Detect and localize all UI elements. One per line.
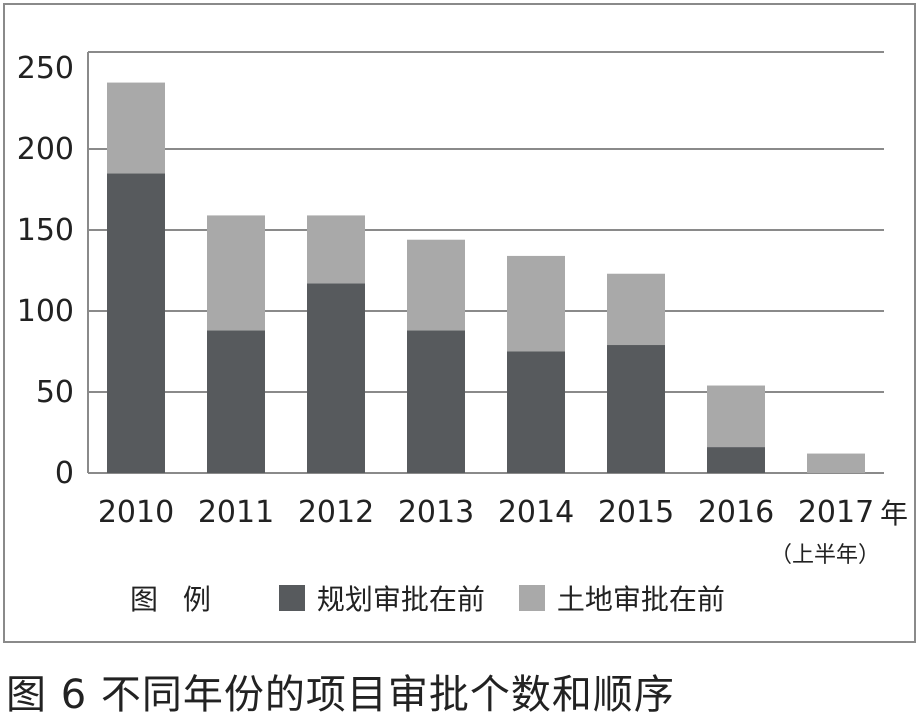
bar-segment-planning-2011 <box>207 330 265 473</box>
y-tick-label: 100 <box>17 294 74 329</box>
y-tick-label: 50 <box>36 375 74 410</box>
bar-segment-land-2017 <box>807 453 865 473</box>
x-tick-label: 2013 <box>398 495 474 530</box>
legend-swatch-planning <box>278 585 305 611</box>
bar-segment-land-2014 <box>507 255 565 352</box>
x-tick-label: 2010 <box>98 495 174 530</box>
y-tick-labels: 0 50 100 150 200 250 <box>17 51 74 491</box>
bar-segment-planning-2015 <box>607 345 665 473</box>
legend-swatch-land <box>518 585 545 611</box>
bar-segment-land-2012 <box>307 215 365 284</box>
x-tick-label: 2012 <box>298 495 374 530</box>
legend-item-land: 土地审批在前 <box>518 578 725 618</box>
x-unit-label: 年 <box>880 497 909 530</box>
bar-segment-land-2016 <box>707 385 765 448</box>
x-tick-label: 2014 <box>498 495 574 530</box>
bar-segment-land-2010 <box>107 82 165 174</box>
y-tick-label: 150 <box>17 213 74 248</box>
y-tick-label: 200 <box>17 132 74 167</box>
bars <box>107 82 865 474</box>
bar-segment-planning-2012 <box>307 283 365 473</box>
bar-segment-planning-2014 <box>507 351 565 473</box>
figure-caption: 图 6 不同年份的项目审批个数和顺序 <box>6 672 675 718</box>
x-tick-label: 2011 <box>198 495 274 530</box>
bar-segment-planning-2013 <box>407 330 465 473</box>
legend-title: 图 例 <box>130 583 219 616</box>
x-tick-labels: 2010 2011 2012 2013 2014 2015 2016 2017 <box>98 495 874 530</box>
y-tick-label: 250 <box>17 51 74 86</box>
legend-label-planning: 规划审批在前 <box>316 583 485 616</box>
bar-segment-planning-2010 <box>107 173 165 474</box>
legend-item-planning: 规划审批在前 <box>278 578 485 618</box>
legend: 图 例 规划审批在前 土地审批在前 <box>130 578 759 618</box>
bar-segment-land-2011 <box>207 215 265 331</box>
x-tick-label: 2017 <box>798 495 874 530</box>
x-category-note: （上半年） <box>770 543 881 568</box>
x-tick-label: 2015 <box>598 495 674 530</box>
bar-segment-land-2015 <box>607 273 665 346</box>
x-tick-label: 2016 <box>698 495 774 530</box>
bar-segment-land-2013 <box>407 239 465 331</box>
y-tick-label: 0 <box>55 456 74 491</box>
bar-segment-planning-2016 <box>707 447 765 473</box>
legend-label-land: 土地审批在前 <box>556 583 725 616</box>
